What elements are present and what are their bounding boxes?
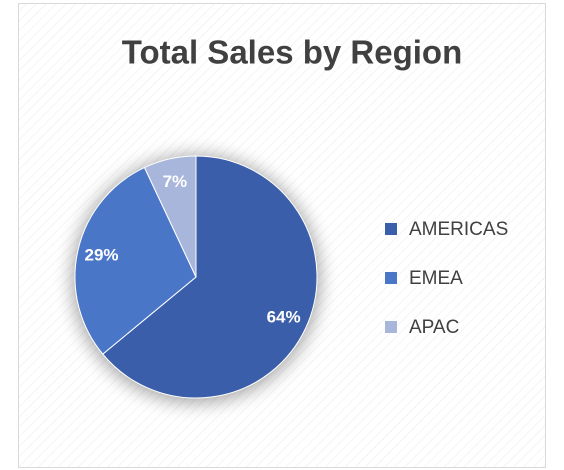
data-label: 64%	[267, 308, 301, 327]
pie: 64% 29% 7%	[74, 155, 318, 399]
legend-swatch	[385, 321, 397, 333]
legend-label: APAC	[409, 317, 459, 338]
legend-swatch	[385, 272, 397, 284]
pie-slice	[102, 155, 318, 399]
legend-label: AMERICAS	[409, 219, 508, 240]
pie-slice	[143, 155, 197, 278]
legend: AMERICAS EMEA APAC	[385, 219, 508, 338]
pie-slice	[74, 166, 197, 355]
data-label: 7%	[163, 172, 188, 191]
legend-swatch	[385, 223, 397, 235]
chart-title: Total Sales by Region	[122, 34, 462, 71]
legend-label: EMEA	[409, 268, 463, 289]
data-label: 29%	[85, 245, 119, 264]
